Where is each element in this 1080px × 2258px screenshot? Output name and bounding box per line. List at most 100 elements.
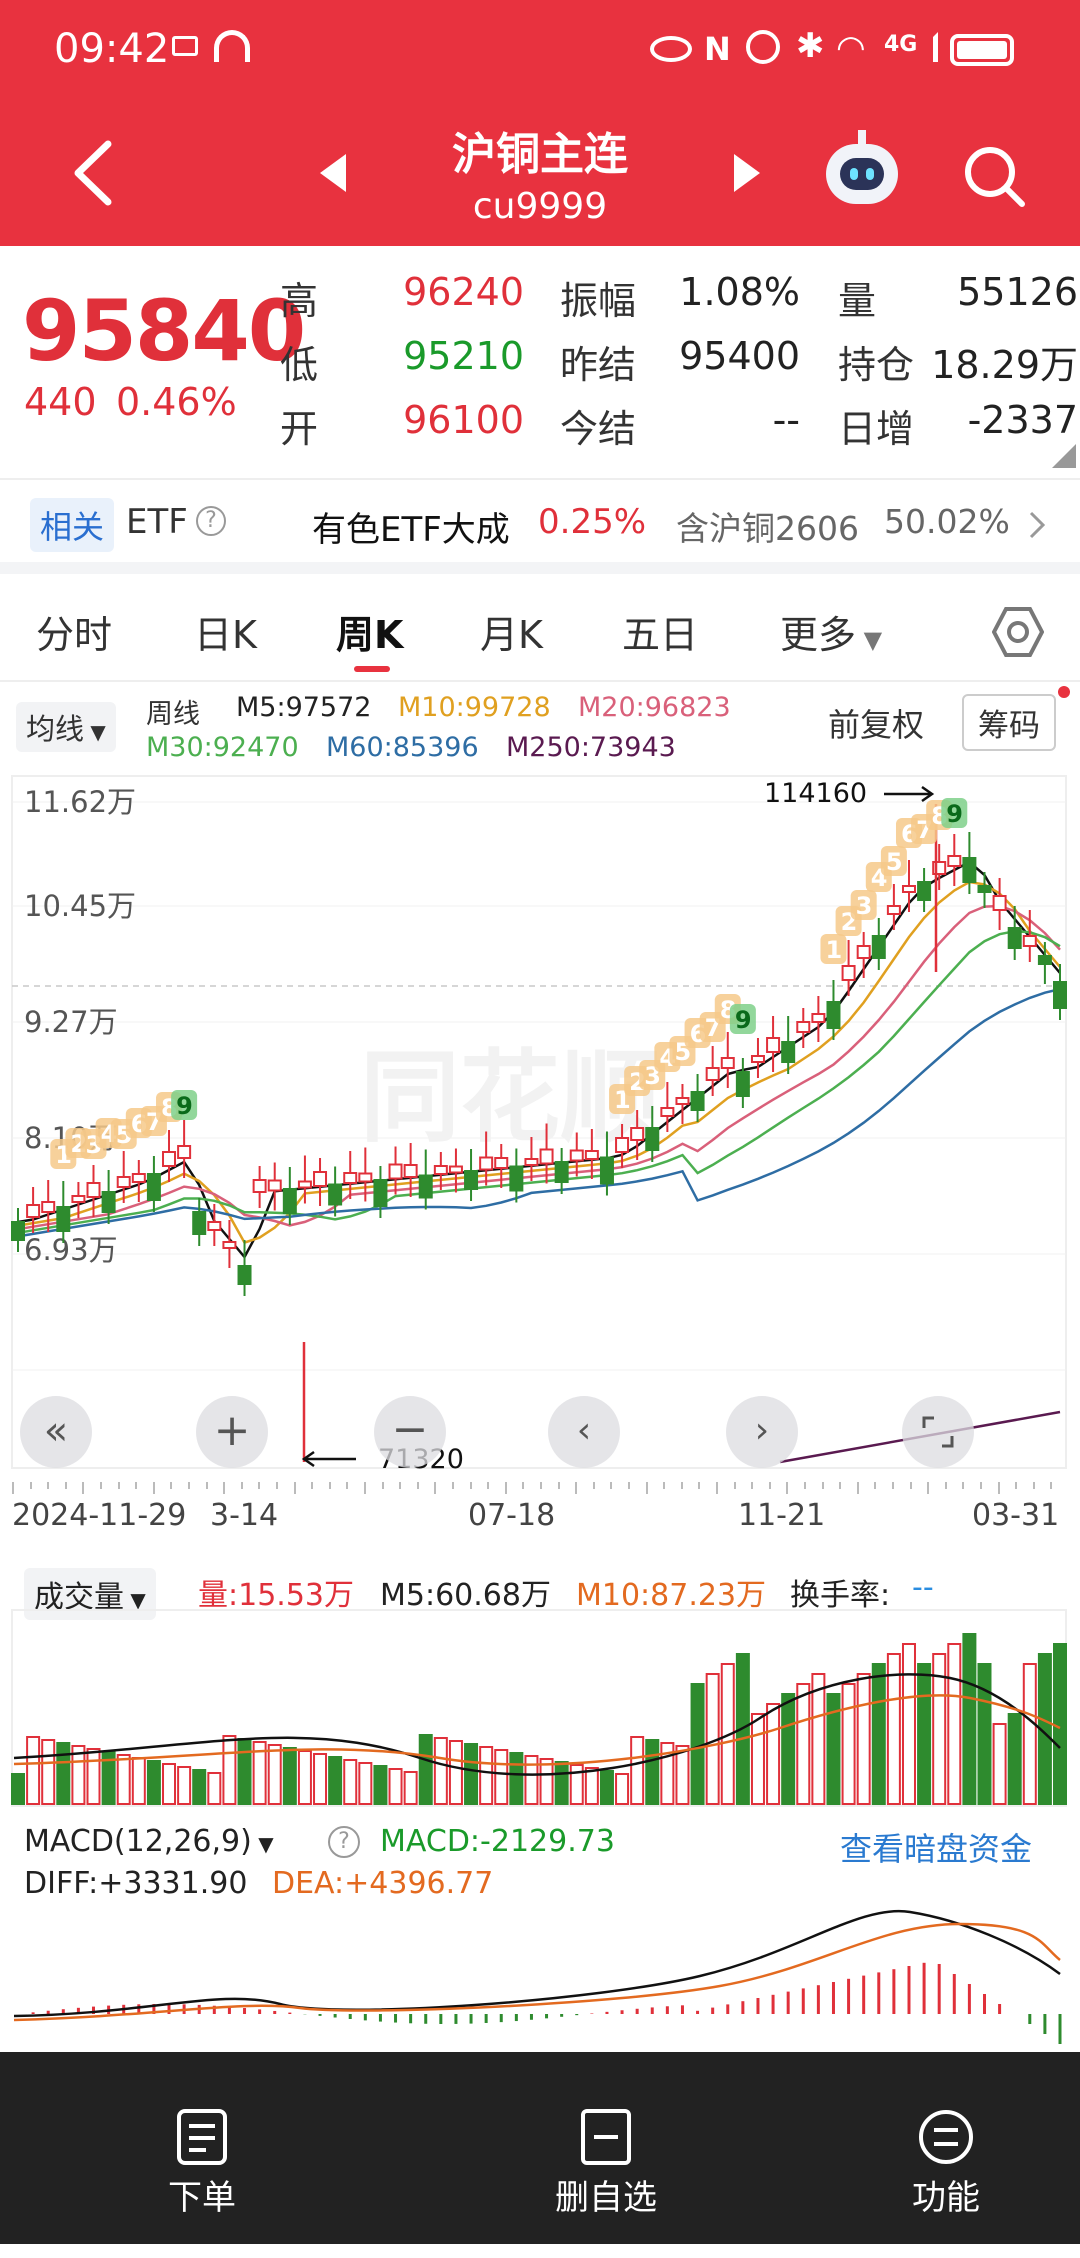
tab-five-day[interactable]: 五日	[622, 613, 699, 657]
robot-assistant-icon[interactable]	[826, 130, 898, 204]
volume-bar	[856, 1673, 871, 1805]
macd-help-icon[interactable]: ?	[328, 1826, 360, 1858]
macd-panel[interactable]: MACD(12,26,9) ▼ ? MACD:-2129.73 查看暗盘资金 D…	[0, 1810, 1080, 2060]
related-tag: 相关	[30, 498, 115, 552]
price-change-pct: 0.46%	[116, 380, 237, 424]
x-tick	[434, 1482, 437, 1494]
tab-monthly-k[interactable]: 月K	[480, 613, 543, 657]
status-bar: 09:42 N ✱ ◠ 4G	[0, 0, 1080, 100]
macd-selector[interactable]: MACD(12,26,9) ▼	[24, 1824, 274, 1859]
zoom-in-button[interactable]: +	[196, 1396, 268, 1468]
ma-selector[interactable]: 均线 ▼	[16, 702, 116, 752]
value-volume: 55126	[957, 270, 1078, 314]
help-icon[interactable]: ?	[196, 506, 226, 536]
sequence-marker	[729, 1004, 756, 1034]
tab-daily-k[interactable]: 日K	[194, 613, 257, 657]
x-tick	[258, 1482, 261, 1489]
candle	[584, 1150, 599, 1160]
ma-line	[17, 904, 1061, 1231]
x-label-end: 03-31	[972, 1498, 1060, 1533]
label-settle: 今结	[560, 407, 637, 451]
x-label-3: 07-18	[468, 1498, 556, 1533]
candle	[1037, 955, 1052, 965]
candle	[297, 1180, 312, 1189]
value-prev-settle: 95400	[679, 334, 800, 378]
chip-distribution-button[interactable]: 筹码	[962, 694, 1056, 751]
tab-weekly-k[interactable]: 周K	[336, 613, 404, 657]
sequence-marker	[820, 934, 847, 964]
search-icon[interactable]	[962, 144, 1026, 208]
sequence-marker	[850, 890, 877, 920]
candle	[207, 1221, 222, 1231]
volume-bar	[448, 1740, 463, 1805]
zoom-out-button[interactable]: −	[374, 1396, 446, 1468]
scroll-left-button[interactable]: ‹	[548, 1396, 620, 1468]
chevron-right-icon	[1029, 511, 1046, 539]
x-tick	[293, 1482, 296, 1494]
x-tick	[962, 1482, 965, 1489]
expand-corner-icon[interactable]	[1052, 444, 1076, 468]
candle	[403, 1164, 418, 1178]
value-high: 96240	[403, 270, 524, 314]
y-axis-label: 9.27万	[24, 1005, 118, 1039]
x-tick	[716, 1482, 718, 1494]
kline-chart-panel[interactable]: 均线 ▼ 周线 M5:97572 M10:99728 M20:96823 M30…	[0, 682, 1080, 1548]
candle	[282, 1188, 297, 1214]
settings-icon[interactable]	[992, 606, 1044, 658]
volume-bar	[1007, 1713, 1022, 1805]
candle	[313, 1171, 328, 1187]
candle	[705, 1067, 720, 1081]
candle	[464, 1170, 479, 1190]
x-tick	[892, 1482, 894, 1489]
dark-pool-funds-link[interactable]: 查看暗盘资金	[840, 1830, 1033, 1868]
candle	[750, 1055, 765, 1063]
x-tick	[170, 1482, 173, 1489]
signal-icon	[920, 32, 938, 62]
candle	[131, 1173, 146, 1183]
headphones-icon	[214, 30, 250, 62]
x-tick	[188, 1482, 190, 1489]
diff-line	[13, 1909, 1061, 2018]
back-icon[interactable]	[70, 140, 114, 206]
menu-icon	[919, 2110, 973, 2164]
volume-bar	[297, 1750, 312, 1805]
adjust-mode[interactable]: 前复权	[828, 706, 925, 744]
order-button[interactable]: 下单	[102, 2108, 302, 2258]
scroll-right-button[interactable]: ›	[726, 1396, 798, 1468]
volume-bar	[177, 1766, 192, 1805]
volume-bar	[464, 1743, 479, 1805]
functions-button[interactable]: 功能	[846, 2108, 1046, 2258]
candle	[177, 1145, 192, 1159]
volume-panel[interactable]: 成交量 ▼ 量:15.53万 M5:60.68万 M10:87.23万 换手率:…	[0, 1548, 1080, 1810]
dea-line	[13, 1922, 1061, 2022]
x-tick	[47, 1482, 50, 1489]
x-tick	[135, 1482, 138, 1489]
prev-contract-icon[interactable]	[320, 154, 348, 192]
scroll-left-fast-button[interactable]: «	[20, 1396, 92, 1468]
volume-bar	[131, 1757, 146, 1805]
volume-bar	[962, 1633, 977, 1805]
next-contract-icon[interactable]	[732, 154, 760, 192]
x-label-start: 2024-11-29	[12, 1498, 187, 1533]
battery-icon	[950, 34, 1014, 66]
tab-intraday[interactable]: 分时	[36, 613, 113, 657]
tab-more[interactable]: 更多 ▼	[780, 613, 883, 657]
x-tick	[592, 1482, 595, 1489]
candle	[328, 1183, 343, 1206]
candle	[267, 1179, 282, 1192]
eye-icon	[650, 36, 692, 62]
x-tick	[1032, 1482, 1035, 1489]
volume-bar	[343, 1759, 358, 1805]
remove-watchlist-button[interactable]: 删自选	[506, 2108, 706, 2258]
sequence-number: 5	[886, 848, 903, 876]
fullscreen-button[interactable]	[902, 1396, 974, 1468]
x-tick	[399, 1482, 402, 1489]
candle	[630, 1127, 645, 1141]
volume-bar	[675, 1745, 690, 1805]
sequence-number: 3	[856, 892, 873, 920]
turnover-label: 换手率:	[790, 1578, 891, 1613]
related-etf-bar[interactable]: 相关 ETF ? 有色ETF大成 0.25% 含沪铜2606 50.02%	[0, 478, 1080, 574]
legend-m250: M250:73943	[506, 732, 676, 763]
legend-m5: M5:97572	[236, 692, 372, 723]
